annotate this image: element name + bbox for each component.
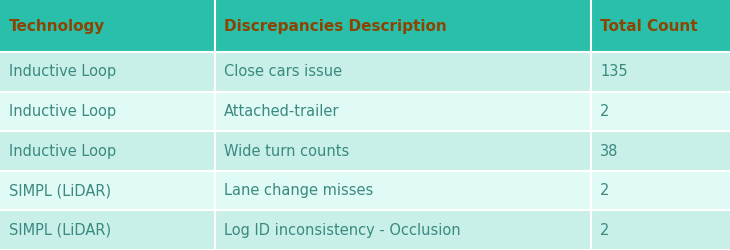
Bar — [0, 52, 215, 92]
Bar — [215, 92, 591, 131]
Bar — [0, 92, 215, 131]
Text: 2: 2 — [600, 183, 610, 198]
Text: 38: 38 — [600, 144, 618, 158]
Bar — [591, 92, 730, 131]
Text: Log ID inconsistency - Occlusion: Log ID inconsistency - Occlusion — [224, 223, 461, 238]
Bar — [0, 171, 215, 210]
Text: Close cars issue: Close cars issue — [224, 64, 342, 80]
Bar — [591, 171, 730, 210]
Text: Discrepancies Description: Discrepancies Description — [224, 18, 447, 34]
Bar — [591, 52, 730, 92]
Text: Inductive Loop: Inductive Loop — [9, 64, 116, 80]
Text: SIMPL (LiDAR): SIMPL (LiDAR) — [9, 183, 111, 198]
Text: Inductive Loop: Inductive Loop — [9, 144, 116, 158]
Text: Technology: Technology — [9, 18, 105, 34]
Text: SIMPL (LiDAR): SIMPL (LiDAR) — [9, 223, 111, 238]
Text: 2: 2 — [600, 223, 610, 238]
Bar — [215, 0, 591, 52]
Bar — [591, 0, 730, 52]
Text: Wide turn counts: Wide turn counts — [224, 144, 350, 158]
Bar — [215, 131, 591, 171]
Text: 135: 135 — [600, 64, 628, 80]
Bar — [591, 210, 730, 250]
Bar — [215, 210, 591, 250]
Text: Total Count: Total Count — [600, 18, 698, 34]
Text: Lane change misses: Lane change misses — [224, 183, 373, 198]
Text: 2: 2 — [600, 104, 610, 119]
Bar — [215, 52, 591, 92]
Bar — [0, 210, 215, 250]
Text: Inductive Loop: Inductive Loop — [9, 104, 116, 119]
Bar — [591, 131, 730, 171]
Bar — [0, 131, 215, 171]
Bar — [0, 0, 215, 52]
Text: Attached-trailer: Attached-trailer — [224, 104, 339, 119]
Bar — [215, 171, 591, 210]
